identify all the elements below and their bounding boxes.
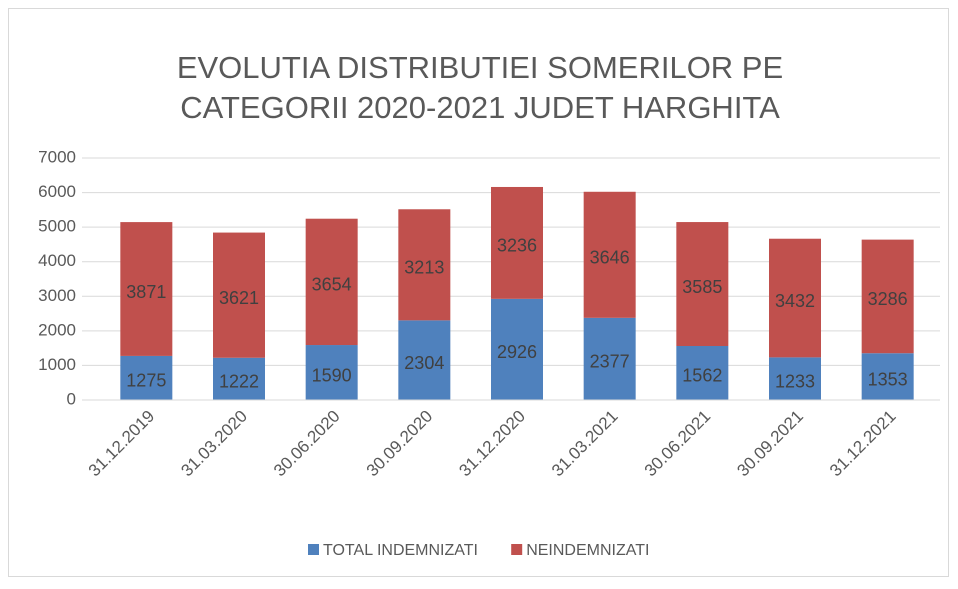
bar-segment: [213, 232, 265, 358]
legend-swatch: [511, 544, 523, 555]
bar-segment: [491, 186, 543, 299]
data-label: 3236: [497, 236, 537, 256]
data-label: 1222: [219, 372, 259, 392]
bar-segment: [398, 209, 451, 321]
bar-segment: [491, 298, 543, 400]
data-label: 1353: [868, 369, 908, 389]
bar-segment: [769, 238, 821, 358]
bar-segment: [213, 357, 265, 400]
y-tick-label: 3000: [38, 286, 76, 305]
data-label: 2377: [590, 352, 630, 372]
bar-segment: [769, 357, 821, 400]
y-tick-label: 4000: [38, 251, 76, 270]
bar-segment: [583, 317, 636, 400]
y-tick-label: 1000: [38, 355, 76, 374]
data-label: 3432: [775, 291, 815, 311]
bar-segment: [305, 218, 358, 346]
data-label: 2926: [497, 342, 537, 362]
y-tick-label: 2000: [38, 320, 76, 339]
legend-label: TOTAL INDEMNIZATI: [323, 542, 478, 559]
bar-segment: [861, 239, 914, 354]
data-label: 1562: [682, 366, 722, 386]
legend-swatch: [308, 544, 319, 555]
bar-segment: [676, 345, 729, 400]
data-label: 2304: [404, 353, 444, 373]
y-tick-label: 7000: [38, 147, 76, 166]
data-label: 3213: [404, 258, 444, 278]
bar-segment: [120, 222, 173, 356]
legend-label: NEINDEMNIZATI: [526, 542, 649, 559]
data-label: 3585: [682, 277, 722, 297]
chart-title: EVOLUTIA DISTRIBUTIEI SOMERILOR PE: [177, 50, 783, 85]
data-label: 1233: [775, 371, 815, 391]
data-label: 1275: [126, 371, 166, 391]
chart-title: CATEGORII 2020-2021 JUDET HARGHITA: [180, 90, 780, 125]
data-label: 1590: [312, 365, 352, 385]
y-tick-label: 5000: [38, 217, 76, 236]
bar-segment: [120, 355, 173, 400]
data-label: 3654: [312, 275, 352, 295]
data-label: 3871: [126, 282, 166, 302]
bar-segment: [398, 320, 451, 400]
y-tick-label: 6000: [38, 182, 76, 201]
bar-segment: [676, 222, 729, 346]
data-label: 3621: [219, 288, 259, 308]
bar-segment: [861, 353, 914, 400]
bar-segment: [305, 345, 358, 400]
bar-segment: [583, 191, 636, 318]
data-label: 3646: [590, 248, 630, 268]
y-tick-label: 0: [67, 389, 76, 408]
data-label: 3286: [868, 289, 908, 309]
